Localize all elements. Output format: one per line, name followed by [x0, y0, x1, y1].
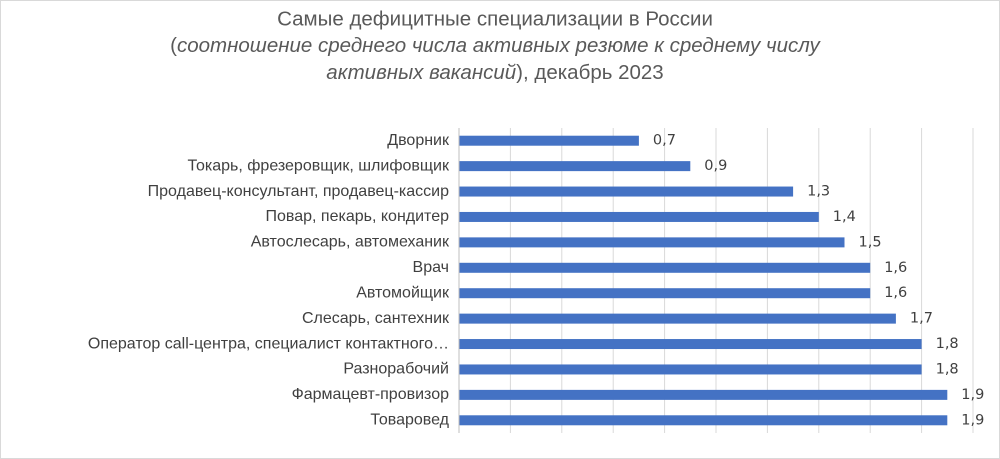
- data-label: 1,5: [859, 234, 882, 250]
- data-label: 1,4: [833, 209, 856, 225]
- y-tick-label: Товаровед: [370, 412, 449, 429]
- bar: [459, 161, 691, 172]
- y-tick-label: Повар, пекарь, кондитер: [266, 208, 450, 225]
- data-label: 0,7: [653, 133, 676, 149]
- bar: [459, 186, 794, 197]
- y-tick-label: Фармацевт-провизор: [292, 386, 450, 403]
- chart-subtitle: активных вакансий), декабрь 2023: [326, 61, 663, 84]
- y-tick-label: Разнорабочий: [343, 361, 449, 378]
- bar: [459, 364, 922, 375]
- subtitle-part: активных вакансий: [326, 61, 516, 84]
- data-label: 1,8: [936, 361, 959, 377]
- data-label: 1,9: [961, 412, 984, 428]
- y-tick-label: Токарь, фрезеровщик, шлифовщик: [187, 157, 450, 174]
- y-tick-label: Автомойщик: [356, 284, 450, 301]
- bar: [459, 415, 948, 426]
- bar: [459, 313, 896, 324]
- data-label: 1,9: [961, 387, 984, 403]
- bar: [459, 389, 948, 400]
- y-tick-label: Слесарь, сантехник: [302, 310, 450, 327]
- subtitle-part: (: [170, 34, 177, 57]
- subtitle-part: соотношение среднего числа активных резю…: [177, 34, 822, 57]
- data-label: 1,3: [807, 184, 830, 200]
- bar: [459, 237, 845, 248]
- data-label: 0,9: [704, 158, 727, 174]
- data-label: 1,8: [936, 336, 959, 352]
- data-label: 1,7: [910, 311, 933, 327]
- subtitle-part: ), декабрь 2023: [516, 61, 664, 84]
- y-tick-label: Врач: [413, 259, 449, 276]
- chart-title: Самые дефицитные специализации в России: [277, 7, 713, 30]
- bar: [459, 135, 639, 146]
- chart-subtitle: (соотношение среднего числа активных рез…: [170, 34, 821, 57]
- bar: [459, 211, 819, 222]
- y-tick-label: Дворник: [387, 132, 450, 149]
- y-tick-label: Продавец-консультант, продавец-кассир: [148, 183, 449, 200]
- data-label: 1,6: [884, 285, 907, 301]
- bar: [459, 339, 922, 350]
- bar: [459, 262, 871, 273]
- y-tick-label: Оператор call-центра, специалист контакт…: [88, 335, 449, 352]
- y-tick-label: Автослесарь, автомеханик: [251, 234, 450, 251]
- bar: [459, 288, 871, 299]
- data-label: 1,6: [884, 260, 907, 276]
